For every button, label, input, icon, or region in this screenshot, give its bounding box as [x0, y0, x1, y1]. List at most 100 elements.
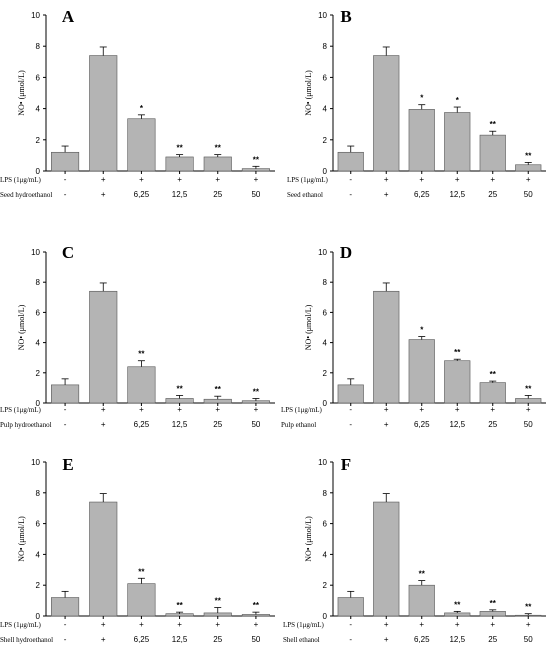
panel-d-bar — [444, 360, 471, 404]
panel-e-lps-value: + — [215, 620, 220, 629]
panel-d-significance: ** — [525, 384, 532, 393]
panel-e-dose-value: - — [64, 635, 67, 644]
panel-b-lps-value: + — [455, 175, 460, 184]
panel-b-lps-value: + — [526, 175, 531, 184]
panel-b-bar — [479, 134, 506, 172]
panel-d-significance: ** — [490, 370, 497, 379]
panel-e-dose-value: 6,25 — [134, 635, 150, 644]
panel-d-bar — [515, 398, 542, 404]
panel-a-letter: A — [62, 7, 75, 26]
panel-a-y-tick-label: 2 — [36, 136, 41, 145]
panel-e-lps-value: + — [177, 620, 182, 629]
panel-a-significance: ** — [176, 144, 183, 153]
panel-f-significance: ** — [419, 570, 426, 579]
panel-f-lps-value: + — [384, 620, 389, 629]
panel-d-lps-label: LPS (1μg/mL) — [281, 406, 323, 414]
panel-f-significance: ** — [525, 603, 532, 612]
panel-e-lps-value: + — [254, 620, 259, 629]
panel-f-significance: ** — [490, 599, 497, 608]
panel-e-y-tick-label: 4 — [36, 550, 41, 559]
panel-e-y-tick-label: 10 — [31, 458, 40, 467]
panel-c-lps-label: LPS (1μg/mL) — [0, 406, 42, 414]
panel-f-bar — [337, 597, 364, 617]
panel-f-y-tick-label: 4 — [323, 550, 328, 559]
panel-d-extract-label: Pulp ethanol — [281, 421, 316, 429]
panel-a-lps-value: + — [215, 175, 220, 184]
panel-b-bar — [373, 55, 400, 172]
panel-c-bar — [51, 384, 80, 404]
panel-b-lps-value: + — [419, 175, 424, 184]
panel-c-dose-value: + — [101, 420, 106, 429]
panel-b-bar — [408, 109, 435, 172]
panel-a-significance: ** — [215, 144, 222, 153]
panel-b-dose-value: 12,5 — [449, 190, 465, 199]
panel-a-y-tick-label: 10 — [31, 11, 40, 20]
panel-b-significance: * — [456, 96, 460, 105]
panel-e-significance: ** — [176, 601, 183, 610]
panel-f-y-tick-label: 10 — [318, 458, 327, 467]
panel-e-dose-value: 25 — [213, 635, 222, 644]
panel-c-dose-value: 25 — [213, 420, 222, 429]
panel-c-bar — [89, 290, 118, 404]
panel-e-lps-value: + — [101, 620, 106, 629]
panel-c-lps-value: + — [139, 405, 144, 414]
panel-d-significance: ** — [454, 348, 461, 357]
panel-e-y-tick-label: 0 — [36, 612, 41, 621]
panel-b-dose-value: 50 — [524, 190, 533, 199]
panel-a-lps-value: + — [177, 175, 182, 184]
panel-e-bar — [203, 612, 232, 617]
panel-a-y-tick-label: 6 — [36, 73, 41, 82]
panel-a-bar — [203, 156, 232, 172]
panel-f-y-tick-label: 0 — [323, 612, 328, 621]
panel-d-dose-value: - — [349, 420, 352, 429]
panel-c-dose-value: 6,25 — [134, 420, 150, 429]
panel-a-y-tick-label: 4 — [36, 105, 41, 114]
panel-c-y-tick-label: 8 — [36, 278, 41, 287]
panel-a-y-tick-label: 0 — [36, 167, 41, 176]
panel-b-y-tick-label: 8 — [323, 42, 328, 51]
panel-c-significance: ** — [176, 384, 183, 393]
panel-a-significance: ** — [253, 155, 260, 164]
panel-e-lps-value: + — [139, 620, 144, 629]
panel-d-y-tick-label: 0 — [323, 399, 328, 408]
panel-a-y-tick-label: 8 — [36, 42, 41, 51]
panel-e-lps-label: LPS (1μg/mL) — [0, 621, 42, 629]
panel-b-dose-value: 6,25 — [414, 190, 430, 199]
panel-d-bar — [408, 339, 435, 404]
panel-e-dose-value: 12,5 — [172, 635, 188, 644]
panel-e-letter: E — [62, 455, 73, 474]
panel-a-dose-value: - — [64, 190, 67, 199]
panel-c-bar — [241, 400, 270, 404]
panel-f-bar — [444, 612, 471, 617]
panel-f-dose-value: 50 — [524, 635, 533, 644]
panel-f-dose-value: 25 — [488, 635, 497, 644]
panel-b-y-tick-label: 6 — [323, 73, 328, 82]
panel-f-y-tick-label: 8 — [323, 489, 328, 498]
panel-f-bar — [515, 614, 542, 617]
panel-d-y-tick-label: 2 — [323, 369, 328, 378]
panel-a-significance: * — [140, 104, 144, 113]
panel-d-dose-value: 25 — [488, 420, 497, 429]
panel-f-lps-label: LPS (1μg/mL) — [283, 621, 325, 629]
panel-e-y-tick-label: 6 — [36, 520, 41, 529]
panel-d-lps-value: + — [384, 405, 389, 414]
panel-b-significance: * — [420, 94, 424, 103]
panel-b-bar — [337, 151, 364, 172]
panel-f-dose-value: - — [349, 635, 352, 644]
panel-c-dose-value: - — [64, 420, 67, 429]
panel-d-bar — [337, 384, 364, 404]
panel-f-bar — [479, 611, 506, 617]
panel-b-extract-label: Seed ethanol — [287, 191, 323, 199]
panel-a-dose-value: 25 — [213, 190, 222, 199]
panel-a-bar — [127, 118, 156, 172]
panel-d-y-tick-label: 6 — [323, 308, 328, 317]
panel-d-lps-value: + — [526, 405, 531, 414]
panel-c-significance: ** — [253, 387, 260, 396]
panel-a-lps-value: + — [139, 175, 144, 184]
panel-c-bar — [203, 398, 232, 404]
panel-b-letter: B — [340, 7, 351, 26]
panel-a-dose-value: 50 — [251, 190, 260, 199]
panel-d-lps-value: + — [455, 405, 460, 414]
panel-c-y-tick-label: 6 — [36, 308, 41, 317]
